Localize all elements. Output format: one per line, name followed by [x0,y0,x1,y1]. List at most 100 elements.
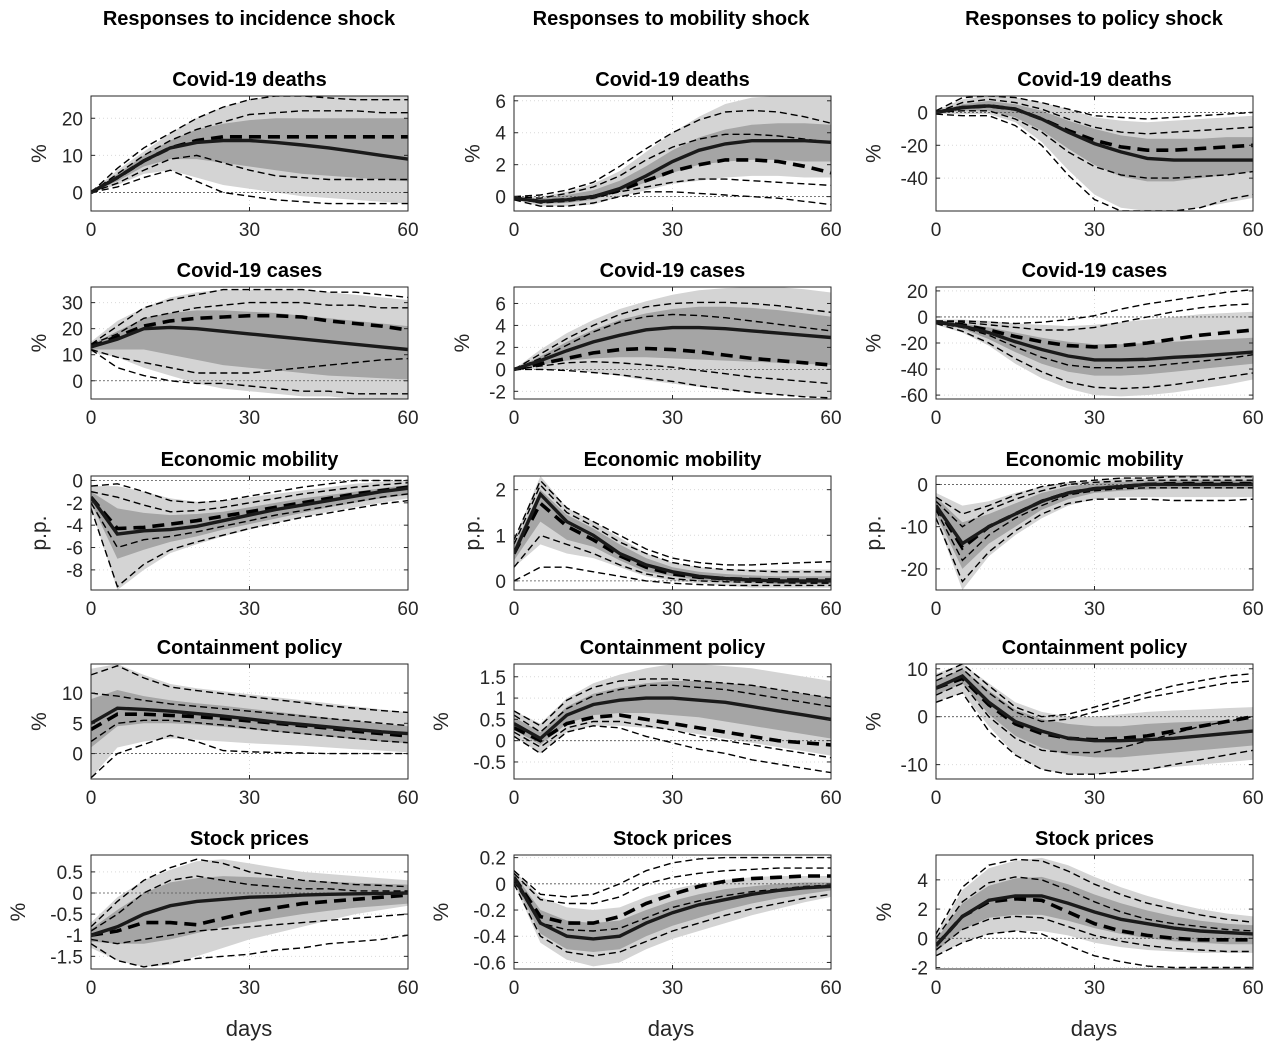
y-tick-label: -0.6 [473,953,506,974]
bold-dashed-series-line [91,313,408,349]
plot-area [936,664,1253,779]
dashed-series-line [514,479,831,566]
dashed-series-line [936,930,1253,969]
y-tick-label: 0.2 [480,849,506,870]
y-axis-label: % [430,903,453,922]
y-tick-label: 2 [495,156,506,177]
dashed-series-line [936,98,1253,135]
y-tick-label: -10 [901,518,928,539]
plot-area [514,96,831,211]
y-tick-label: -60 [901,386,928,407]
bold-dashed-series-line [91,485,408,531]
panel-policy-mobility: 0 30 60 -20 -10 0 Economic mobility p.p. [863,449,1264,620]
x-tick-label: 60 [820,788,841,809]
y-tick-label: 10 [62,146,83,167]
dashed-series-line [514,867,831,905]
x-tick-label: 60 [1242,978,1263,999]
y-tick-label: 20 [62,109,83,130]
panel-incidence-policy: 0 30 60 0 5 10 Containment policy% [28,637,419,809]
x-tick-label: 0 [86,978,97,999]
median-response-line [91,486,408,536]
panel-incidence-cases: 0 30 60 0 10 20 30 Covid-19 cases% [28,260,419,429]
dashed-series-line [514,483,831,573]
x-tick-label: 30 [239,408,260,429]
y-tick-label: 0.5 [57,863,83,884]
median-response-line [514,696,831,741]
dashed-series-line [936,113,1253,211]
panel-title: Economic mobility [1006,449,1185,471]
dashed-series-line [514,678,831,727]
panel-mobility-deaths: 0 30 60 0 2 4 6 Covid-19 deaths% [462,69,842,241]
x-tick-label: 0 [509,220,520,241]
x-tick-label: 30 [239,599,260,620]
dashed-series-line [91,499,408,588]
y-axis-label: % [863,144,886,163]
panel-title: Containment policy [1002,637,1188,659]
plot-area [514,287,831,399]
y-axis-label: p.p. [462,515,485,550]
x-tick-label: 0 [931,220,942,241]
plot-area [514,476,831,590]
y-tick-label: 0 [72,372,83,393]
y-axis-label: % [863,712,886,731]
y-tick-label: 0 [72,183,83,204]
bold-dashed-series-line [514,713,831,747]
dashed-series-line [936,288,1253,325]
y-tick-label: 0 [72,471,83,492]
dashed-series-line [936,96,1253,120]
dashed-series-line [91,169,408,205]
panel-title: Stock prices [190,828,309,850]
y-tick-label: 4 [917,871,928,892]
y-tick-label: 4 [495,124,506,145]
x-tick-label: 30 [239,788,260,809]
x-tick-label: 30 [1084,788,1105,809]
x-tick-label: 30 [662,220,683,241]
y-tick-label: 6 [495,92,506,113]
y-tick-label: -2 [489,382,506,403]
panel-title: Covid-19 cases [1022,260,1168,282]
x-tick-label: 60 [397,788,418,809]
dashed-series-line [91,913,408,945]
y-tick-label: -0.2 [473,901,506,922]
dashed-series-line [514,191,831,207]
dashed-series-line [936,858,1253,935]
plot-area [936,96,1253,211]
dashed-series-line [936,479,1253,528]
dashed-series-line [91,493,408,549]
dashed-series-line [514,301,831,371]
dashed-series-line [514,178,831,204]
panel-mobility-mobility: 0 30 60 0 1 2 Economic mobility p.p. [462,449,842,620]
y-tick-label: 2 [495,338,506,359]
y-tick-label: 0 [495,572,506,593]
y-tick-label: 30 [62,294,83,315]
dashed-series-line [91,719,408,744]
dashed-series-line [936,915,1253,953]
y-axis-label: p.p. [28,515,51,550]
y-tick-label: 1.5 [480,668,506,689]
y-tick-label: -0.5 [50,905,83,926]
y-axis-label: % [451,334,474,353]
panel-mobility-stock: 0 30 60 -0.6 -0.4 -0.2 0 0.2 Stock prices% [430,828,842,999]
x-tick-label: 60 [820,978,841,999]
dashed-series-line [514,725,831,774]
panel-incidence-deaths: 0 30 60 0 10 20 Covid-19 deaths% [28,69,419,241]
y-tick-label: 20 [62,320,83,341]
dashed-series-line [91,288,408,345]
dashed-series-line [514,133,831,199]
bold-dashed-series-line [514,874,831,925]
panel-title: Containment policy [580,637,766,659]
bold-dashed-series-line [936,320,1253,349]
y-tick-label: -10 [901,756,928,777]
y-tick-label: 0 [72,884,83,905]
bold-dashed-series-line [91,893,408,937]
median-response-line [514,325,831,372]
dashed-series-line [514,313,831,371]
dashed-series-line [91,154,408,194]
panel-title: Stock prices [1035,828,1154,850]
y-tick-label: -20 [901,560,928,581]
x-tick-label: 60 [397,599,418,620]
